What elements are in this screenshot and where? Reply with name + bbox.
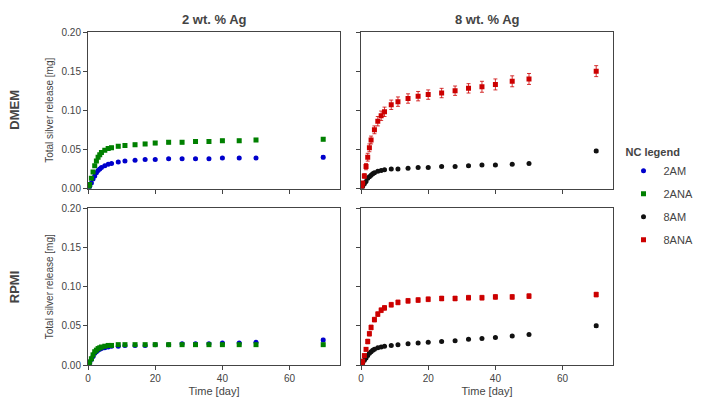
svg-text:0.00: 0.00 [62,360,82,371]
svg-text:Total silver release [mg]: Total silver release [mg] [44,58,55,163]
svg-text:8ANA: 8ANA [664,234,693,246]
svg-text:Time [day]: Time [day] [462,385,513,397]
svg-text:20: 20 [150,373,162,384]
svg-text:DMEM: DMEM [7,90,22,130]
svg-text:0.05: 0.05 [62,144,82,155]
svg-text:0.10: 0.10 [62,105,82,116]
svg-text:60: 60 [557,373,569,384]
svg-text:0.20: 0.20 [62,203,82,214]
svg-text:8 wt. % Ag: 8 wt. % Ag [455,12,520,27]
svg-text:8AM: 8AM [664,211,687,223]
svg-text:NC legend: NC legend [626,146,680,158]
svg-text:0.15: 0.15 [62,242,82,253]
svg-text:Total silver release [mg]: Total silver release [mg] [44,234,55,339]
svg-text:RPMI: RPMI [7,271,22,304]
svg-text:20: 20 [423,373,435,384]
svg-text:40: 40 [490,373,502,384]
svg-text:0.15: 0.15 [62,66,82,77]
svg-text:0: 0 [85,373,91,384]
svg-text:40: 40 [217,373,229,384]
svg-text:0.10: 0.10 [62,281,82,292]
svg-text:2ANA: 2ANA [664,188,693,200]
svg-text:0.00: 0.00 [62,183,82,194]
svg-text:60: 60 [284,373,296,384]
svg-text:Time [day]: Time [day] [189,385,240,397]
svg-text:2AM: 2AM [664,165,687,177]
svg-text:0.20: 0.20 [62,27,82,38]
svg-text:0.05: 0.05 [62,320,82,331]
svg-text:2 wt. % Ag: 2 wt. % Ag [182,12,247,27]
svg-text:0: 0 [358,373,364,384]
